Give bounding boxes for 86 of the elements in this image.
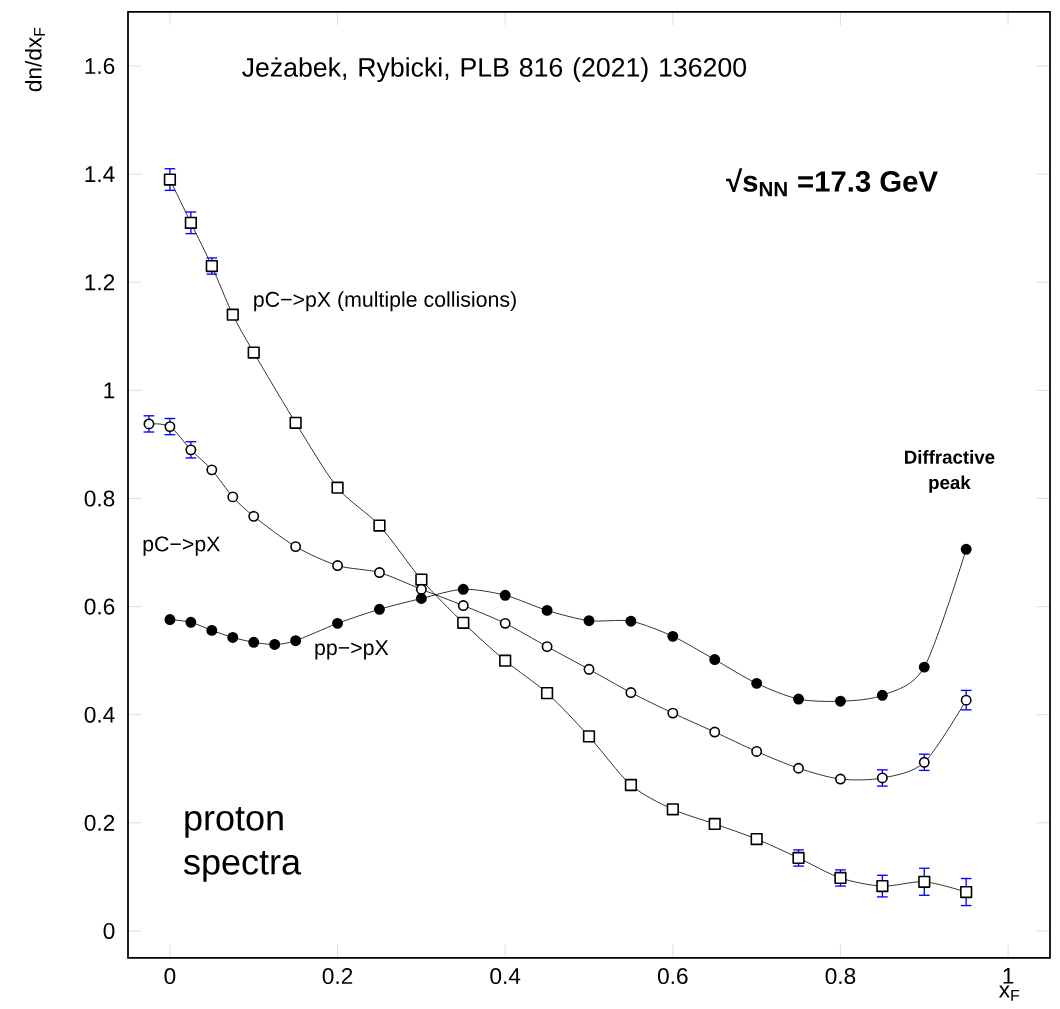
series-label: pp−>pX bbox=[315, 640, 389, 660]
point bbox=[625, 615, 637, 627]
point bbox=[960, 543, 972, 555]
point bbox=[373, 567, 385, 579]
point bbox=[248, 510, 260, 522]
y-tick-label: 0 bbox=[103, 922, 115, 939]
y-tick-label: 0.4 bbox=[84, 706, 115, 723]
point bbox=[164, 614, 176, 626]
point bbox=[625, 687, 637, 699]
point bbox=[185, 616, 197, 628]
point bbox=[373, 519, 386, 532]
point bbox=[331, 481, 344, 494]
point bbox=[332, 617, 344, 629]
point bbox=[269, 638, 281, 650]
point bbox=[457, 616, 470, 629]
point bbox=[541, 604, 553, 616]
point bbox=[226, 308, 239, 321]
annotation: proton spectra bbox=[184, 807, 302, 882]
point bbox=[415, 583, 427, 595]
annotation: √s$_{NN}$ =17.3 GeV bbox=[726, 168, 938, 197]
series-label: pC−>pX (multiple collisions) bbox=[254, 291, 516, 312]
y-tick-label: 1 bbox=[104, 382, 115, 399]
point bbox=[289, 416, 302, 429]
point bbox=[583, 663, 595, 675]
y-tick-label: 1.4 bbox=[85, 166, 115, 182]
point bbox=[206, 624, 218, 636]
point bbox=[457, 583, 469, 595]
point bbox=[415, 593, 427, 604]
point bbox=[499, 654, 512, 667]
point bbox=[960, 885, 973, 899]
point bbox=[918, 661, 930, 673]
point bbox=[918, 756, 930, 768]
point bbox=[227, 631, 239, 643]
point bbox=[793, 762, 805, 774]
point bbox=[164, 421, 176, 433]
x-axis-title: x$_{F}$ bbox=[998, 985, 1020, 1001]
y-axis-title: dn/dx$_{F}$ bbox=[25, 27, 45, 92]
point bbox=[960, 694, 972, 706]
point bbox=[876, 879, 889, 893]
point bbox=[247, 346, 260, 359]
y-tick-label: 0.6 bbox=[84, 598, 115, 615]
point bbox=[624, 778, 638, 792]
annotation: Jeżabek, Rybicki, PLB 816 (2021) 136200 bbox=[242, 57, 747, 83]
y-tick-label: 1.6 bbox=[85, 58, 115, 75]
point bbox=[206, 464, 218, 476]
y-tick-label: 0.8 bbox=[84, 490, 115, 507]
point bbox=[709, 726, 721, 738]
point bbox=[667, 630, 679, 642]
point bbox=[499, 589, 511, 601]
point bbox=[163, 173, 177, 186]
point bbox=[751, 677, 763, 689]
point bbox=[540, 686, 554, 700]
point bbox=[709, 654, 721, 666]
point bbox=[248, 636, 260, 648]
point bbox=[582, 730, 596, 743]
point bbox=[834, 695, 846, 707]
point bbox=[918, 875, 931, 888]
series-label: pC−>pX bbox=[143, 536, 220, 556]
point bbox=[751, 746, 763, 757]
point bbox=[667, 707, 679, 719]
x-tick-label: 0.6 bbox=[657, 968, 688, 985]
y-tick-label: 1.2 bbox=[85, 274, 115, 291]
point bbox=[457, 600, 469, 611]
point bbox=[499, 617, 511, 629]
point bbox=[227, 491, 239, 503]
y-tick-label: 0.2 bbox=[84, 814, 115, 831]
point bbox=[834, 773, 846, 785]
x-tick-label: 0 bbox=[164, 968, 176, 985]
point bbox=[290, 635, 302, 647]
point bbox=[332, 560, 344, 571]
point bbox=[750, 832, 763, 846]
x-tick-label: 0.4 bbox=[490, 968, 521, 985]
x-tick-label: 1 bbox=[1003, 968, 1014, 984]
annotation: Diffractive peak bbox=[905, 450, 995, 493]
point bbox=[415, 573, 428, 586]
point bbox=[708, 817, 721, 831]
point bbox=[290, 541, 302, 553]
x-tick-label: 0.8 bbox=[825, 968, 856, 985]
point bbox=[184, 216, 197, 229]
point bbox=[666, 803, 679, 816]
point bbox=[373, 603, 385, 615]
point bbox=[876, 689, 888, 701]
point bbox=[793, 693, 805, 705]
x-tick-label: 0.2 bbox=[322, 968, 353, 985]
point bbox=[583, 615, 595, 627]
point bbox=[541, 641, 553, 653]
